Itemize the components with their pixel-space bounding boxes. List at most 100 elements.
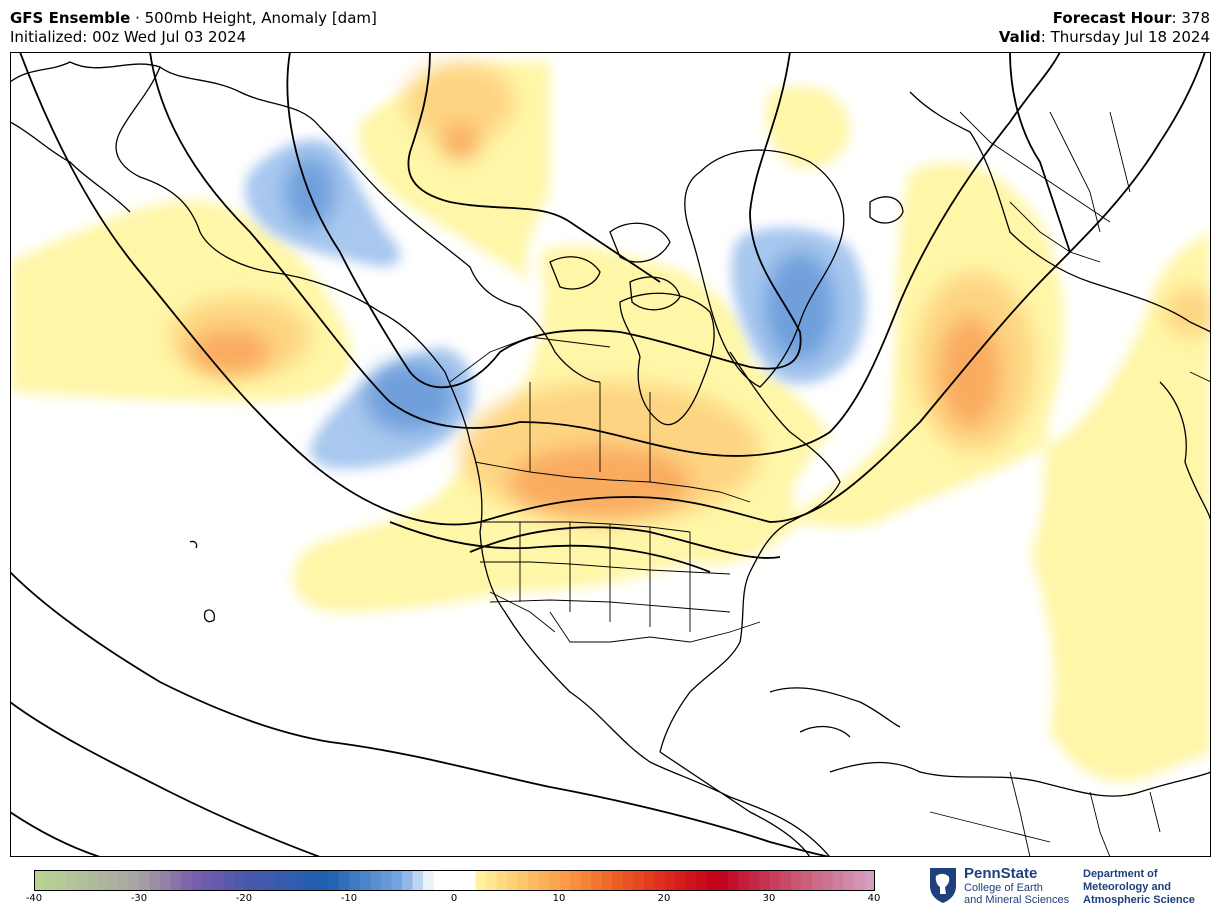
colorbar-cell	[181, 870, 193, 891]
colorbar-cell	[801, 870, 813, 891]
colorbar-cell	[738, 870, 750, 891]
colorbar-cell	[254, 870, 266, 891]
colorbar-cell	[528, 870, 540, 891]
colorbar-cell	[517, 870, 529, 891]
colorbar-cell	[507, 870, 519, 891]
colorbar-cell	[307, 870, 319, 891]
colorbar-cell	[654, 870, 666, 891]
colorbar-tick: -30	[130, 893, 148, 904]
colorbar-cell	[349, 870, 361, 891]
colorbar-cell	[202, 870, 214, 891]
forecast-hour-value: : 378	[1171, 9, 1210, 27]
colorbar-cell	[811, 870, 824, 891]
valid-time: Valid: Thursday Jul 18 2024	[999, 28, 1210, 47]
colorbar-cell	[86, 870, 98, 891]
colorbar-cell	[706, 870, 718, 891]
colorbar-cell	[170, 870, 182, 891]
colorbar-cell	[696, 870, 708, 891]
colorbar-cell	[380, 870, 393, 891]
init-time: Initialized: 00z Wed Jul 03 2024	[10, 28, 247, 46]
colorbar-cell	[338, 870, 350, 891]
colorbar-tick: -40	[25, 893, 43, 904]
negative-anomaly-strong	[285, 157, 835, 432]
colorbar-cell	[759, 870, 771, 891]
colorbar-cell	[286, 870, 298, 891]
colorbar-cell	[748, 870, 760, 891]
colorbar-cell	[843, 870, 855, 891]
colorbar-tick: 30	[762, 893, 776, 904]
nittany-lion-shield-icon	[930, 868, 956, 903]
colorbar-cell	[486, 870, 498, 891]
colorbar-cell	[612, 870, 624, 891]
colorbar-tick: -10	[340, 893, 358, 904]
colorbar-cell	[34, 870, 46, 891]
anomaly-map	[10, 52, 1211, 857]
colorbar-cell	[370, 870, 382, 891]
colorbar-cell	[643, 870, 655, 891]
colorbar-cell	[223, 870, 235, 891]
colorbar-cell	[633, 870, 645, 891]
colorbar-cell	[443, 870, 456, 891]
colorbar-cell	[265, 870, 277, 891]
psu-wordmark: PennState	[964, 865, 1038, 882]
colorbar-cell	[664, 870, 676, 891]
coastlines	[10, 61, 1211, 857]
colorbar-cell	[275, 870, 287, 891]
colorbar-cell	[538, 870, 550, 891]
colorbar-cell	[465, 870, 477, 891]
colorbar-cell	[822, 870, 834, 891]
colorbar-cell	[675, 870, 687, 891]
colorbar-cell	[107, 870, 119, 891]
forecast-hour: Forecast Hour: 378	[1053, 9, 1210, 28]
colorbar-cell	[118, 870, 130, 891]
colorbar-cell	[412, 870, 424, 891]
colorbar-cell	[570, 870, 582, 891]
colorbar-cell	[591, 870, 603, 891]
dept-line-2: Meteorology and	[1083, 881, 1172, 893]
colorbar-cell	[233, 870, 245, 891]
colorbar-tick: -20	[235, 893, 253, 904]
political-boundaries	[449, 111, 1211, 857]
colorbar-cell	[244, 870, 256, 891]
forecast-hour-label: Forecast Hour	[1052, 9, 1172, 27]
model-name: GFS Ensemble	[10, 9, 131, 27]
colorbar-cell	[65, 870, 77, 891]
colorbar-cell	[139, 870, 151, 891]
colorbar	[34, 870, 875, 891]
colorbar-cell	[317, 870, 329, 891]
colorbar-cell	[717, 870, 729, 891]
map-border	[10, 52, 1211, 857]
colorbar-cell	[685, 870, 697, 891]
pennstate-logo: PennState College of Earth and Mineral S…	[928, 864, 1198, 912]
colorbar-cell	[55, 870, 67, 891]
colorbar-cell	[549, 870, 561, 891]
colorbar-cell	[496, 870, 508, 891]
colorbar-cell	[853, 870, 866, 891]
colorbar-tick: 10	[552, 893, 566, 904]
colorbar-cell	[422, 870, 435, 891]
colorbar-cell	[160, 870, 172, 891]
height-contours	[10, 52, 1206, 857]
colorbar-cell	[790, 870, 803, 891]
valid-value: : Thursday Jul 18 2024	[1040, 28, 1210, 46]
colorbar-cell	[780, 870, 792, 891]
colorbar-cell	[559, 870, 571, 891]
colorbar-cell	[97, 870, 109, 891]
map-title: GFS Ensemble · 500mb Height, Anomaly [da…	[10, 9, 377, 28]
field-name: 500mb Height, Anomaly [dam]	[144, 9, 377, 27]
colorbar-cell	[191, 870, 203, 891]
colorbar-cell	[622, 870, 634, 891]
colorbar-cell	[769, 870, 781, 891]
colorbar-cell	[212, 870, 224, 891]
colorbar-cell	[727, 870, 739, 891]
colorbar-cell	[128, 870, 140, 891]
colorbar-cell	[601, 870, 613, 891]
colorbar-cell	[475, 870, 487, 891]
title-separator: ·	[130, 9, 145, 27]
colorbar-cell	[391, 870, 403, 891]
colorbar-cell	[359, 870, 371, 891]
colorbar-cell	[433, 870, 445, 891]
colorbar-cell	[580, 870, 592, 891]
colorbar-tick: 0	[450, 893, 458, 904]
colorbar-cell	[832, 870, 845, 891]
